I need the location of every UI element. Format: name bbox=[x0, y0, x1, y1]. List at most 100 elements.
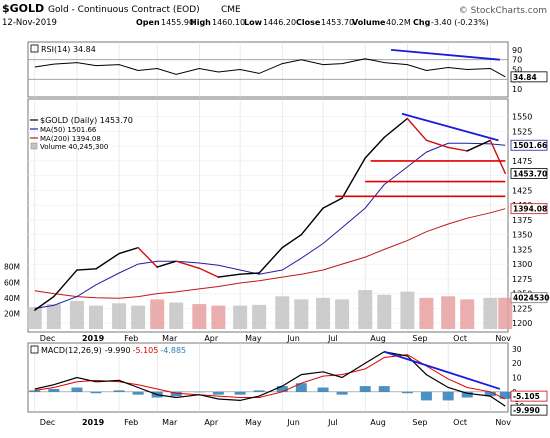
price-segment bbox=[281, 233, 303, 249]
ma200-last-value-box bbox=[510, 203, 548, 215]
rsi-ytick-10: 10 bbox=[512, 85, 522, 94]
volume-legend: Volume 40,245,300 bbox=[40, 143, 108, 151]
volume-bar bbox=[460, 299, 475, 329]
macd-histogram-bar bbox=[378, 386, 390, 392]
volume-bar bbox=[211, 305, 226, 329]
macd-histogram-bar bbox=[71, 387, 83, 392]
volume-bar bbox=[46, 304, 61, 329]
price-segment bbox=[198, 267, 220, 278]
chart-exchange: CME bbox=[221, 5, 241, 15]
macd-ytick-30: 30 bbox=[512, 345, 522, 354]
price-xtick-Mar: Mar bbox=[162, 334, 178, 343]
macd-histogram-bar bbox=[29, 390, 41, 392]
price-xtick-Jun: Jun bbox=[286, 334, 300, 343]
price-segment bbox=[156, 260, 177, 268]
price-segment bbox=[76, 268, 97, 271]
close-value: 1453.70 bbox=[321, 18, 354, 27]
volume-bar bbox=[358, 290, 373, 329]
macd-xtick-Jul: Jul bbox=[327, 418, 338, 427]
price-segment bbox=[383, 117, 409, 139]
volume-last-value-box bbox=[510, 292, 548, 304]
volume-bar bbox=[294, 299, 309, 329]
price-xtick-Feb: Feb bbox=[124, 334, 138, 343]
chg-value: -3.40 (-0.23%) bbox=[431, 18, 489, 27]
price-segment bbox=[341, 157, 366, 199]
macd-ytick-20: 20 bbox=[512, 359, 522, 368]
macd-histogram-bar bbox=[253, 390, 265, 392]
price-segment bbox=[425, 139, 449, 149]
rsi-legend-swatch bbox=[30, 44, 39, 53]
volume-bar bbox=[377, 294, 392, 329]
macd-xtick-2019: 2019 bbox=[82, 418, 105, 427]
macd-histogram-bar bbox=[234, 391, 246, 395]
price-segment bbox=[466, 139, 492, 152]
macd-histogram-bar bbox=[499, 391, 511, 399]
price-segment bbox=[258, 246, 283, 274]
macd-histogram-bar bbox=[193, 391, 205, 393]
price-xtick-Aug: Aug bbox=[370, 334, 386, 343]
low-value: 1446.20 bbox=[263, 18, 296, 27]
price-xtick-Oct: Oct bbox=[453, 334, 467, 343]
stockcharts-brand: © StockCharts.com bbox=[459, 6, 547, 16]
macd-last-value: -9.990 bbox=[513, 406, 540, 415]
macd-signal-last-value-box bbox=[510, 390, 548, 402]
price-segment bbox=[489, 139, 506, 175]
macd-xtick-Aug: Aug bbox=[370, 418, 386, 427]
macd-histogram-bar bbox=[336, 391, 348, 395]
macd-xtick-Feb: Feb bbox=[124, 418, 138, 427]
price-ytick-1425: 1425 bbox=[512, 186, 532, 195]
macd-histogram-bar bbox=[113, 390, 125, 392]
volume-bar bbox=[131, 305, 146, 329]
rsi-ytick-70: 70 bbox=[512, 56, 522, 65]
macd-trendline bbox=[383, 350, 501, 390]
macd-histogram-bar bbox=[420, 391, 432, 401]
volume-bar bbox=[498, 297, 513, 329]
macd-last-value-box bbox=[510, 404, 548, 416]
price-xtick-Apr: Apr bbox=[204, 334, 219, 343]
volume-bar bbox=[192, 304, 207, 329]
high-value: 1460.10 bbox=[212, 18, 245, 27]
price-legend: $GOLD (Daily) 1453.70 bbox=[40, 116, 133, 125]
price-segment bbox=[95, 252, 120, 270]
macd-histogram-bar bbox=[401, 391, 413, 394]
ma200-line bbox=[34, 208, 506, 299]
price-ytick-1200: 1200 bbox=[512, 319, 532, 328]
volume-value: 40.2M bbox=[386, 18, 411, 27]
macd-ytick-10: 10 bbox=[512, 374, 522, 383]
macd-histogram-bar bbox=[317, 387, 329, 392]
price-ytick-1475: 1475 bbox=[512, 157, 532, 166]
macd-xtick-Sep: Sep bbox=[412, 418, 427, 427]
price-segment bbox=[118, 246, 139, 255]
rsi-last-value: 34.84 bbox=[513, 73, 537, 82]
price-ytick-1550: 1550 bbox=[512, 113, 532, 122]
rsi-ytick-50: 50 bbox=[512, 66, 522, 75]
price-ytick-1325: 1325 bbox=[512, 245, 532, 254]
rsi-last-value-box bbox=[510, 71, 548, 83]
macd-histogram-bar bbox=[295, 383, 307, 392]
volume-bar bbox=[419, 297, 434, 329]
volume-bar bbox=[169, 302, 184, 329]
price-segment bbox=[322, 197, 343, 209]
price-segment bbox=[239, 272, 260, 275]
volume-ytick-40M: 40M bbox=[4, 294, 20, 303]
volume-legend-swatch bbox=[30, 142, 38, 150]
chart-instrument-name: Gold - Continuous Contract (EOD) bbox=[48, 5, 200, 15]
macd-histogram-bar bbox=[132, 391, 144, 395]
rsi-ytick-90: 90 bbox=[512, 46, 522, 55]
macd-xtick-Jun: Jun bbox=[286, 418, 300, 427]
price-xtick-Jul: Jul bbox=[327, 334, 338, 343]
rsi-line bbox=[34, 58, 506, 78]
macd-histogram-bar bbox=[276, 386, 288, 392]
price-xtick-May: May bbox=[245, 334, 262, 343]
chg-label: Chg bbox=[413, 18, 431, 27]
volume-bar bbox=[400, 291, 415, 329]
volume-ytick-20M: 20M bbox=[4, 309, 20, 318]
chart-symbol: $GOLD bbox=[2, 2, 44, 15]
macd-xtick-Dec: Dec bbox=[40, 418, 55, 427]
price-segment bbox=[364, 136, 385, 159]
volume-bar bbox=[335, 299, 350, 329]
volume-bar bbox=[150, 299, 165, 329]
price-xtick-Nov: Nov bbox=[495, 334, 511, 343]
price-ytick-1300: 1300 bbox=[512, 260, 532, 269]
